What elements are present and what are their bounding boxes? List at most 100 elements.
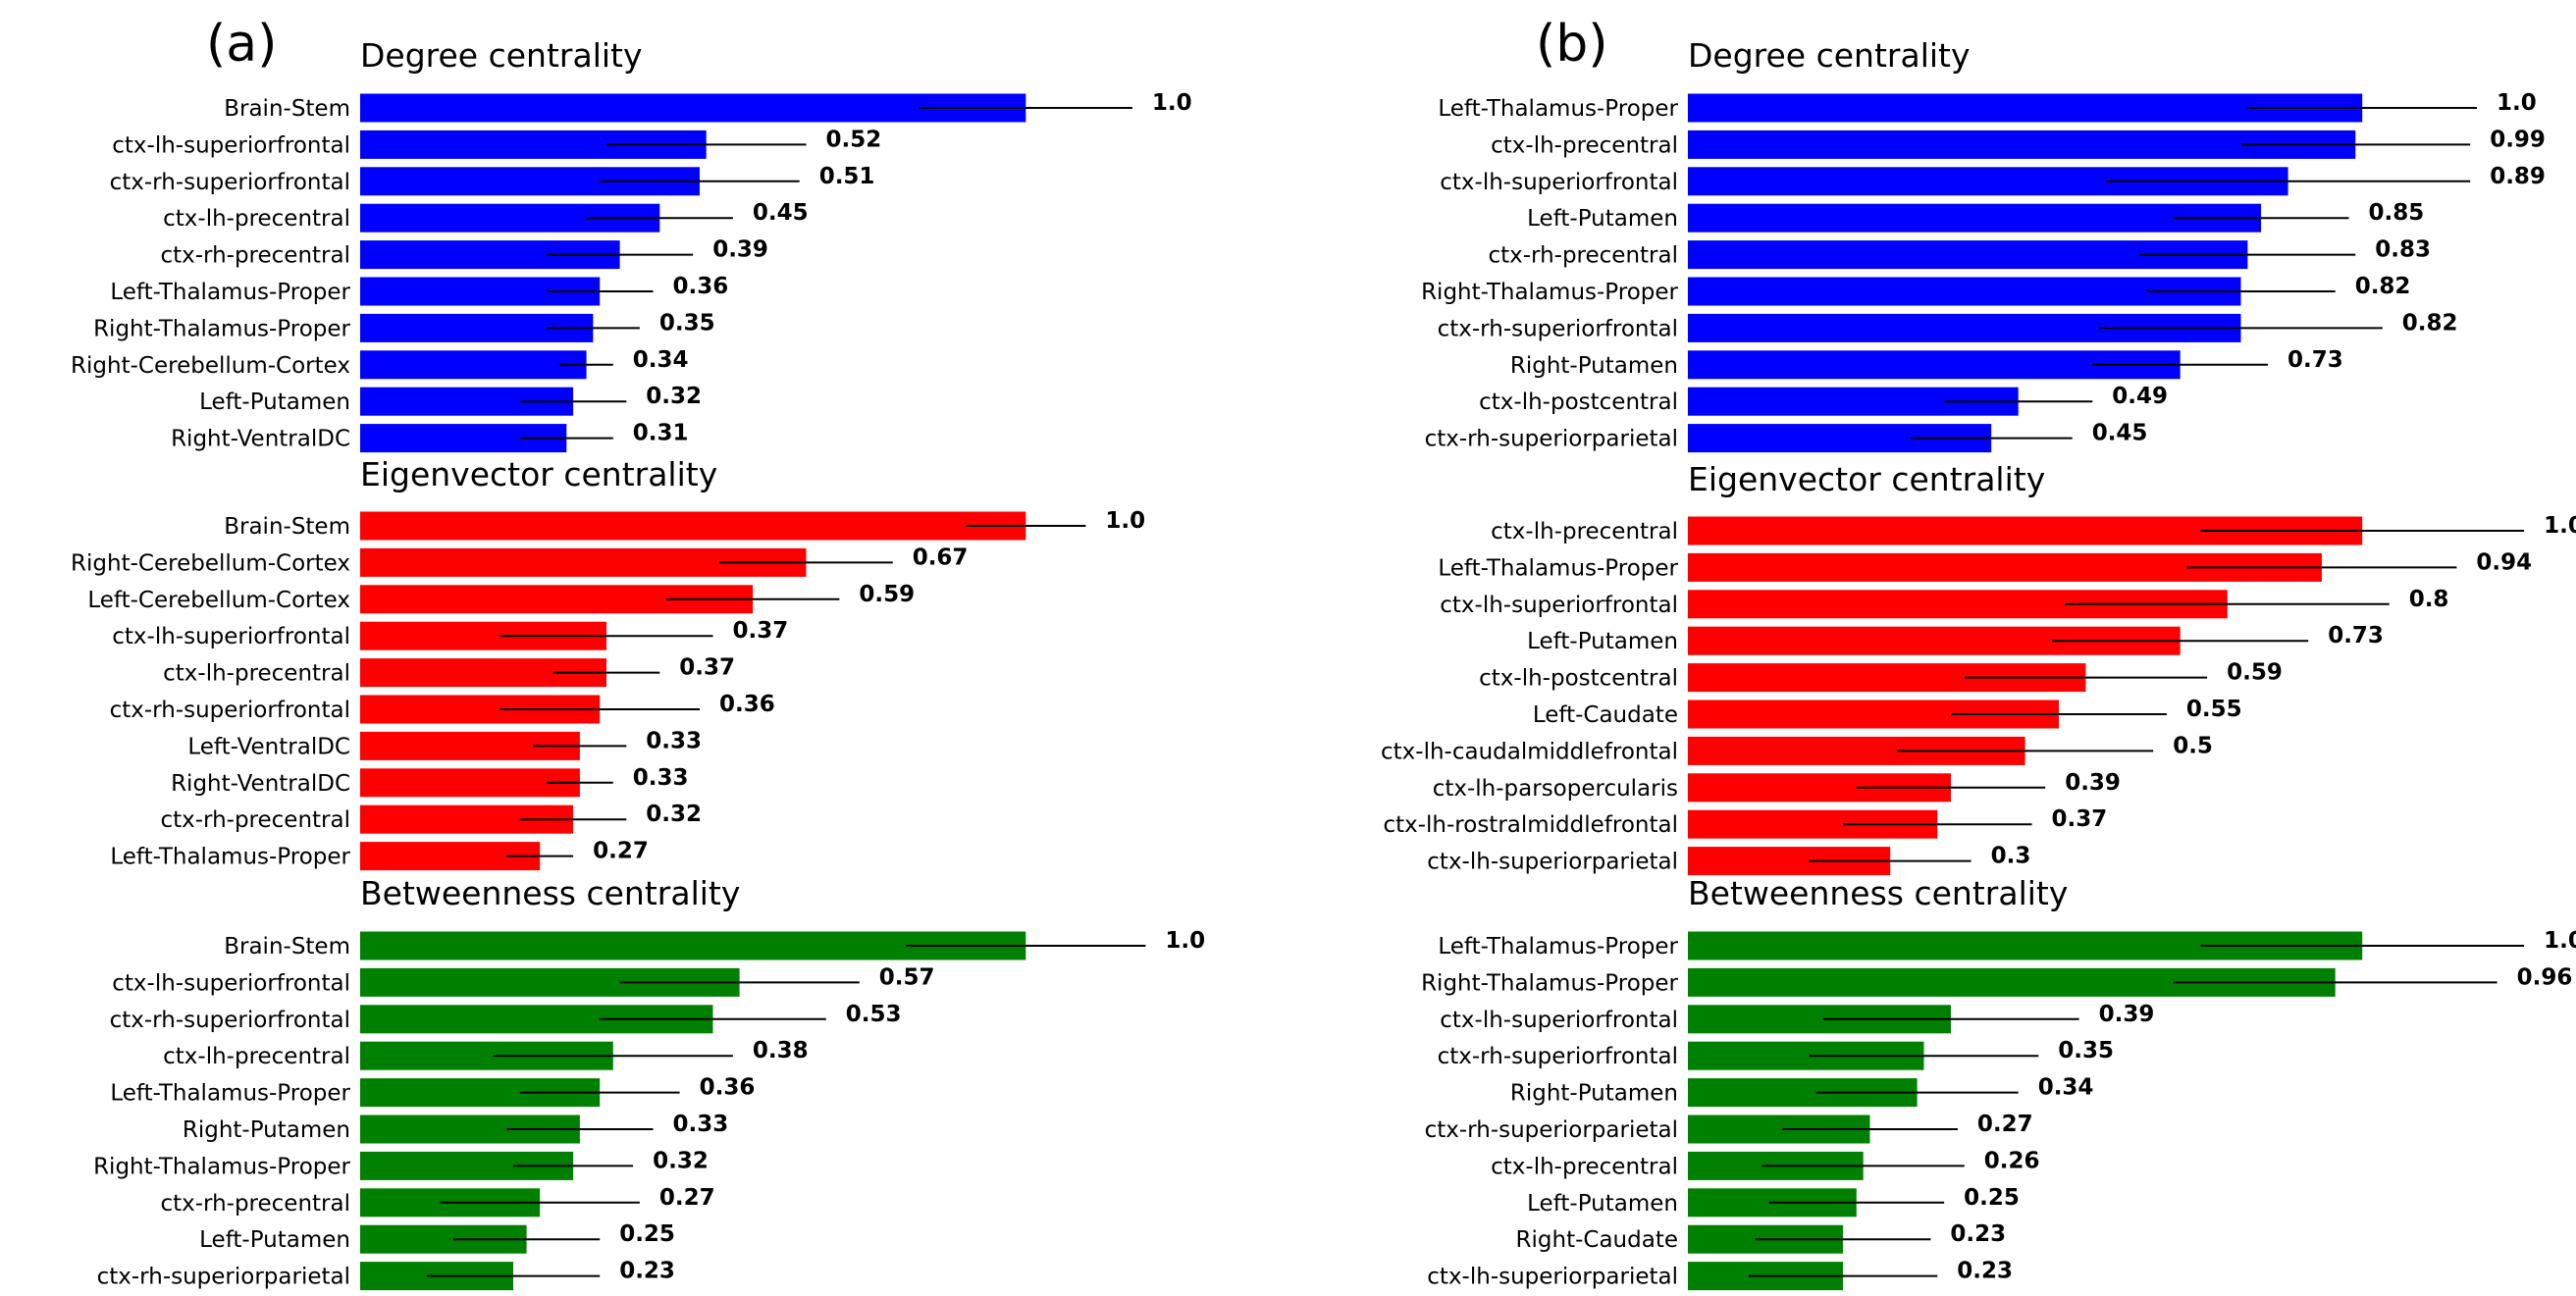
category-label: ctx-lh-postcentral [1479, 666, 1678, 692]
value-label: 0.34 [2038, 1075, 2094, 1101]
category-label: Right-Putamen [1510, 1081, 1678, 1107]
value-label: 0.32 [646, 802, 702, 827]
value-label: 0.36 [673, 274, 729, 299]
category-label: ctx-lh-precentral [163, 206, 350, 232]
category-label: Right-Thalamus-Proper [93, 316, 350, 341]
value-label: 0.49 [2112, 384, 2168, 409]
value-label: 0.33 [673, 1112, 729, 1137]
category-label: Brain-Stem [224, 514, 350, 540]
category-label: Right-Thalamus-Proper [1421, 970, 1678, 996]
chart-title: Degree centrality [1688, 36, 1971, 75]
value-label: 0.73 [2328, 623, 2384, 648]
category-label: Brain-Stem [224, 96, 350, 122]
category-label: Right-Thalamus-Proper [93, 1154, 350, 1179]
value-label: 1.0 [1165, 928, 1205, 954]
category-label: ctx-lh-superiorfrontal [1440, 593, 1678, 618]
category-label: ctx-lh-superiorparietal [1427, 850, 1678, 875]
category-label: Left-Thalamus-Proper [1438, 555, 1678, 581]
value-label: 0.45 [753, 200, 809, 226]
category-label: ctx-rh-superiorfrontal [1438, 1044, 1678, 1069]
category-label: Right-Putamen [1510, 353, 1678, 379]
value-label: 0.39 [2099, 1002, 2155, 1027]
chart-title: Betweenness centrality [360, 874, 740, 912]
chart-betweenness-a: Betweenness centrality Brain-Stem 1.0 ctx-l… [93, 874, 1205, 1291]
category-label: ctx-lh-precentral [1491, 1154, 1678, 1179]
category-label: ctx-lh-precentral [163, 661, 350, 687]
category-label: Brain-Stem [224, 934, 350, 959]
chart-degree-a: Degree centrality Brain-Stem 1.0 ctx-lh-sup… [71, 36, 1192, 453]
category-label: ctx-lh-caudalmiddlefrontal [1381, 739, 1678, 764]
chart-title: Eigenvector centrality [360, 455, 717, 493]
chart-title: Degree centrality [360, 36, 643, 75]
value-label: 1.0 [2544, 928, 2576, 954]
value-label: 0.82 [2402, 310, 2458, 336]
category-label: Left-Putamen [199, 389, 350, 415]
value-label: 1.0 [1152, 90, 1192, 116]
chart-degree-b: Degree centrality Left-Thalamus-Proper 1.0… [1421, 36, 2546, 453]
bar [360, 93, 1026, 123]
value-label: 0.27 [1977, 1112, 2033, 1137]
category-label: Left-Thalamus-Proper [110, 1081, 350, 1107]
category-label: Left-Thalamus-Proper [110, 280, 350, 305]
category-label: ctx-lh-rostralmiddlefrontal [1383, 812, 1678, 838]
value-label: 0.8 [2409, 587, 2449, 612]
value-label: 0.26 [1984, 1148, 2040, 1173]
value-label: 0.23 [619, 1259, 675, 1284]
value-label: 0.57 [879, 964, 935, 990]
value-label: 0.39 [2065, 770, 2121, 796]
category-label: Left-Caudate [1533, 702, 1678, 728]
value-label: 0.25 [619, 1221, 675, 1247]
value-label: 1.0 [1105, 508, 1145, 534]
category-label: ctx-lh-superiorparietal [1427, 1265, 1678, 1290]
value-label: 0.37 [679, 655, 735, 681]
category-label: ctx-lh-precentral [163, 1044, 350, 1069]
value-label: 0.37 [733, 618, 789, 644]
category-label: Left-Cerebellum-Cortex [87, 588, 350, 613]
category-label: ctx-rh-precentral [160, 243, 350, 269]
bar [360, 350, 587, 380]
category-label: Left-Thalamus-Proper [110, 845, 350, 870]
category-label: Right-Thalamus-Proper [1421, 280, 1678, 305]
value-label: 0.36 [719, 692, 775, 717]
category-label: Right-VentralDC [171, 427, 350, 452]
category-label: ctx-lh-superiorfrontal [1440, 170, 1678, 195]
category-label: Right-Cerebellum-Cortex [71, 550, 350, 576]
category-label: ctx-rh-superiorparietal [1425, 1117, 1678, 1143]
value-label: 0.89 [2490, 164, 2546, 189]
value-label: 0.23 [1957, 1259, 2013, 1284]
value-label: 0.37 [2052, 806, 2108, 832]
value-label: 0.38 [753, 1038, 809, 1063]
category-label: ctx-lh-parsopercularis [1433, 776, 1678, 802]
category-label: ctx-lh-precentral [1491, 132, 1678, 158]
value-label: 0.83 [2375, 237, 2431, 263]
category-label: ctx-lh-superiorfrontal [112, 970, 350, 996]
category-label: ctx-rh-superiorfrontal [1438, 316, 1678, 341]
value-label: 0.59 [2227, 660, 2283, 686]
category-label: ctx-rh-superiorfrontal [110, 1008, 350, 1033]
value-label: 0.73 [2287, 347, 2343, 373]
bar [360, 511, 1026, 541]
category-label: Left-Thalamus-Proper [1438, 96, 1678, 122]
value-label: 0.5 [2173, 733, 2213, 758]
category-label: ctx-rh-precentral [160, 1191, 350, 1217]
category-label: Left-Thalamus-Proper [1438, 934, 1678, 959]
chart-betweenness-b: Betweenness centrality Left-Thalamus-Prop… [1421, 874, 2576, 1291]
category-label: Right-VentralDC [171, 771, 350, 797]
category-label: Left-VentralDC [187, 734, 350, 759]
value-label: 0.85 [2369, 200, 2425, 226]
category-label: ctx-rh-precentral [160, 807, 350, 833]
value-label: 0.55 [2186, 697, 2242, 722]
value-label: 0.52 [826, 127, 882, 152]
chart-title: Eigenvector centrality [1688, 460, 2045, 498]
category-label: Left-Putamen [1527, 206, 1678, 232]
value-label: 0.33 [633, 765, 689, 791]
category-label: ctx-rh-precentral [1488, 243, 1678, 269]
value-label: 0.99 [2490, 127, 2546, 152]
value-label: 0.27 [659, 1185, 715, 1211]
value-label: 0.31 [633, 421, 689, 446]
category-label: Left-Putamen [1527, 1191, 1678, 1217]
value-label: 0.39 [712, 237, 768, 263]
value-label: 1.0 [2544, 513, 2576, 539]
